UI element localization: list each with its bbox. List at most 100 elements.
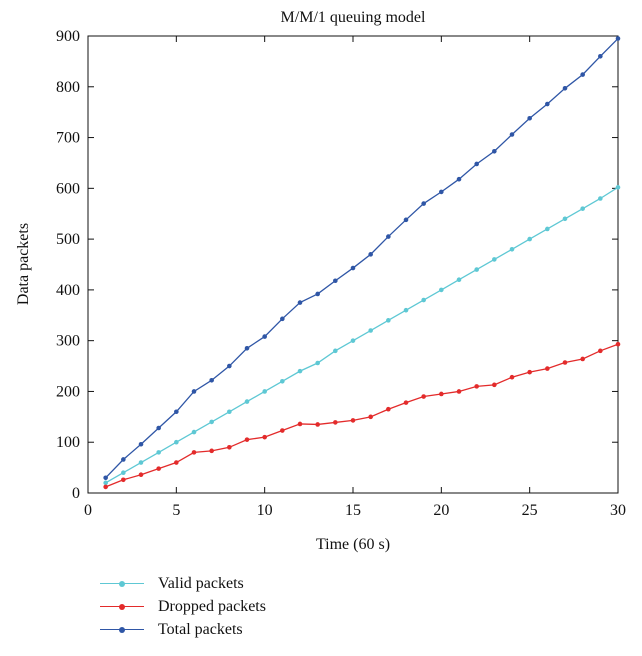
data-point-total bbox=[509, 132, 515, 137]
data-point-total bbox=[456, 176, 462, 182]
y-axis-ticks: 0 100 200 300 400 500 600 700 800 900 bbox=[56, 28, 618, 502]
legend-label-total: Total packets bbox=[158, 620, 243, 638]
legend-item-total: Total packets bbox=[100, 618, 266, 641]
data-point-dropped bbox=[474, 384, 479, 389]
data-point-total bbox=[492, 148, 497, 154]
data-point-dropped bbox=[545, 366, 550, 371]
data-point-valid bbox=[368, 328, 373, 333]
data-point-valid bbox=[191, 429, 197, 435]
data-point-valid bbox=[156, 450, 161, 455]
data-point-dropped bbox=[492, 382, 497, 388]
data-point-total bbox=[474, 161, 479, 167]
chart-title: M/M/1 queuing model bbox=[281, 9, 426, 26]
legend-item-valid: Valid packets bbox=[100, 572, 266, 595]
data-point-total bbox=[156, 425, 161, 431]
data-point-valid bbox=[562, 216, 568, 222]
data-point-total bbox=[333, 278, 338, 284]
y-tick-label: 0 bbox=[72, 485, 80, 502]
data-point-total bbox=[191, 389, 197, 394]
y-tick-label: 600 bbox=[56, 180, 80, 197]
y-tick-label: 100 bbox=[56, 434, 80, 451]
data-point-total bbox=[368, 252, 373, 257]
data-point-dropped bbox=[368, 414, 373, 420]
data-point-valid bbox=[174, 439, 179, 445]
data-point-valid bbox=[545, 226, 550, 232]
data-point-dropped bbox=[615, 341, 621, 347]
data-point-total bbox=[350, 265, 356, 271]
data-point-total bbox=[121, 457, 126, 462]
data-point-dropped bbox=[315, 422, 320, 427]
data-point-dropped bbox=[209, 448, 214, 454]
data-point-dropped bbox=[174, 460, 179, 465]
data-point-valid bbox=[103, 480, 108, 486]
data-point-dropped bbox=[456, 389, 462, 394]
data-point-dropped bbox=[598, 348, 603, 354]
data-point-total bbox=[209, 377, 214, 383]
data-point-valid bbox=[456, 277, 462, 283]
data-point-total bbox=[527, 115, 532, 121]
data-point-valid bbox=[474, 267, 479, 272]
legend-label-dropped: Dropped packets bbox=[158, 597, 266, 615]
legend-item-dropped: Dropped packets bbox=[100, 595, 266, 618]
data-point-dropped bbox=[350, 418, 356, 423]
x-axis-ticks: 0 5 10 15 20 25 30 bbox=[84, 36, 626, 519]
x-tick-label: 25 bbox=[522, 502, 538, 519]
data-point-valid bbox=[244, 399, 250, 404]
data-point-valid bbox=[598, 196, 603, 201]
data-point-dropped bbox=[333, 420, 338, 425]
data-point-dropped bbox=[297, 421, 303, 427]
series-line-dropped bbox=[105, 343, 619, 488]
data-point-dropped bbox=[121, 477, 126, 483]
legend-label-valid: Valid packets bbox=[158, 574, 244, 592]
data-point-dropped bbox=[421, 394, 426, 399]
data-point-dropped bbox=[227, 445, 232, 450]
data-point-valid bbox=[121, 470, 126, 475]
plot-area-frame bbox=[87, 35, 619, 494]
data-point-total bbox=[403, 217, 409, 223]
data-point-total bbox=[297, 300, 303, 305]
data-point-total bbox=[262, 334, 267, 339]
y-tick-label: 500 bbox=[56, 231, 80, 248]
series-line-valid bbox=[105, 186, 619, 484]
data-point-valid bbox=[227, 409, 232, 415]
legend-swatch-total bbox=[100, 624, 144, 636]
y-tick-label: 400 bbox=[56, 282, 80, 299]
data-point-total bbox=[580, 72, 585, 77]
data-point-dropped bbox=[244, 437, 250, 442]
x-tick-label: 0 bbox=[84, 502, 92, 519]
data-point-dropped bbox=[562, 360, 568, 365]
data-point-dropped bbox=[138, 472, 144, 478]
data-point-valid bbox=[138, 460, 144, 465]
data-point-valid bbox=[262, 389, 267, 394]
y-tick-label: 200 bbox=[56, 383, 80, 400]
data-point-total bbox=[103, 475, 108, 481]
data-point-dropped bbox=[262, 434, 267, 440]
data-point-dropped bbox=[103, 484, 108, 490]
data-point-total bbox=[244, 345, 250, 351]
data-point-valid bbox=[333, 348, 338, 354]
y-tick-label: 900 bbox=[56, 28, 80, 45]
y-axis-title: Data packets bbox=[15, 223, 32, 305]
data-point-dropped bbox=[527, 369, 532, 375]
data-point-total bbox=[138, 441, 144, 447]
data-point-total bbox=[545, 101, 550, 107]
data-point-total bbox=[315, 291, 320, 297]
data-point-total bbox=[386, 234, 391, 239]
series-line-total bbox=[105, 38, 619, 479]
data-point-valid bbox=[386, 318, 391, 323]
data-point-total bbox=[227, 363, 232, 369]
data-point-total bbox=[439, 189, 444, 195]
data-point-valid bbox=[350, 338, 356, 343]
data-point-total bbox=[615, 36, 621, 41]
x-tick-label: 15 bbox=[345, 502, 361, 519]
data-point-valid bbox=[509, 246, 515, 252]
data-point-total bbox=[598, 54, 603, 59]
data-point-dropped bbox=[509, 374, 515, 380]
data-point-valid bbox=[492, 257, 497, 262]
data-point-total bbox=[562, 86, 568, 91]
data-point-dropped bbox=[403, 400, 409, 405]
data-point-valid bbox=[209, 419, 214, 425]
x-tick-label: 20 bbox=[433, 502, 449, 519]
x-tick-label: 30 bbox=[610, 502, 626, 519]
data-point-total bbox=[174, 409, 179, 415]
